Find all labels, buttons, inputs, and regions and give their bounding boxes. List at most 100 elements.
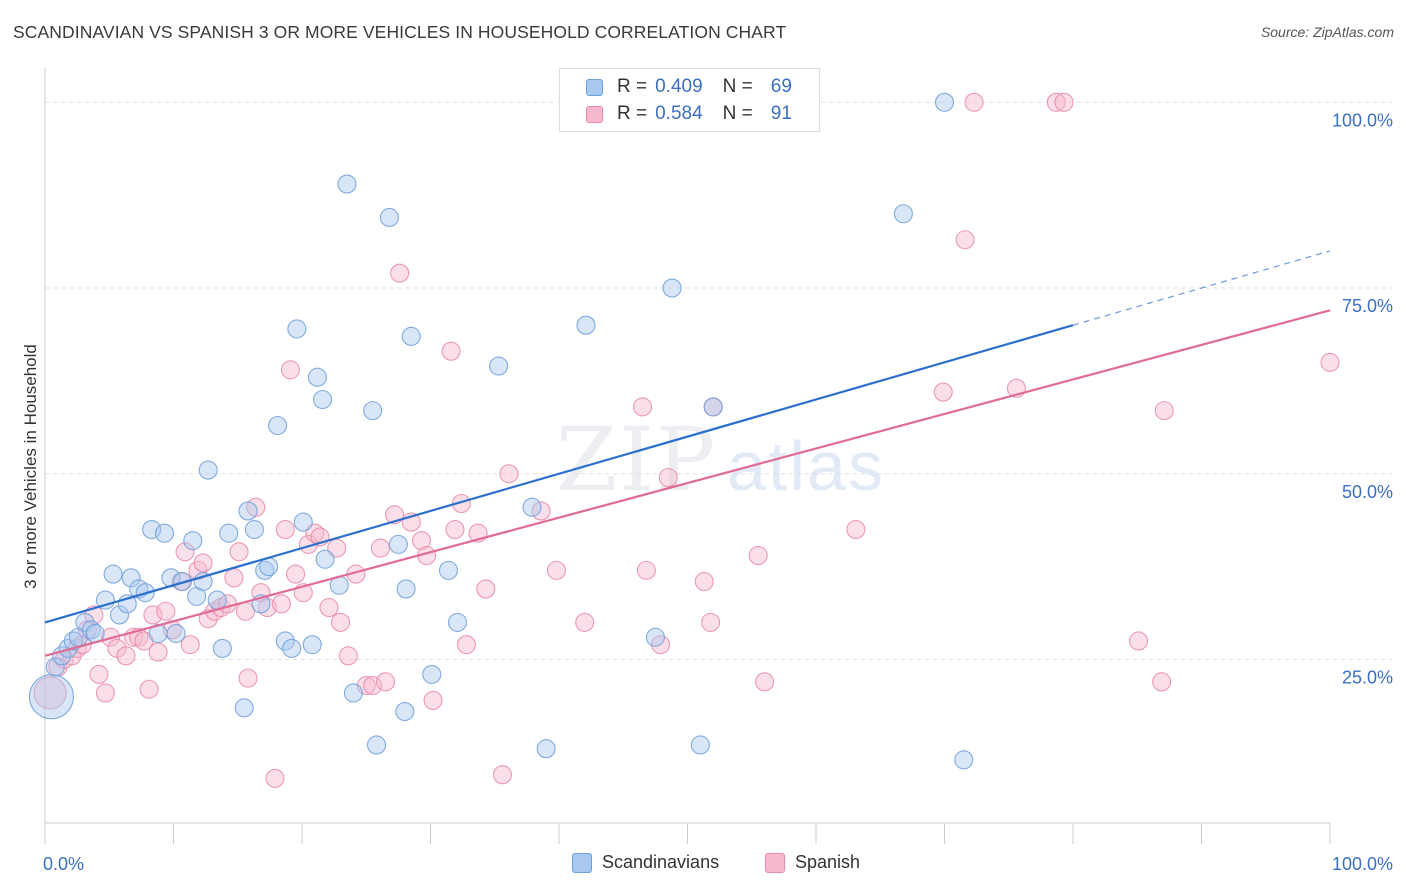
spanish-points — [33, 92, 1340, 788]
spanish-point — [658, 467, 678, 488]
axis-layer — [44, 68, 1331, 844]
spanish-point — [755, 672, 775, 692]
scandinavian-point — [489, 356, 509, 376]
scandinavians-trend-line — [44, 324, 1074, 624]
spanish-point — [370, 538, 390, 558]
spanish-point — [280, 360, 300, 380]
spanish-point — [632, 397, 653, 417]
scandinavian-point — [121, 568, 141, 588]
scandinavian-point — [302, 635, 322, 655]
scandinavian-point — [313, 389, 333, 410]
spanish-point — [143, 605, 163, 625]
correlation-legend: R = 0.409 N = 69 R = 0.584 N = 91 — [559, 68, 820, 132]
scandinavian-point — [81, 620, 101, 640]
watermark-zip: ZIP — [556, 408, 718, 511]
spanish-point — [338, 646, 358, 666]
spanish-point — [139, 679, 159, 699]
grid-layer — [45, 101, 1392, 661]
scandinavian-point — [366, 735, 387, 755]
chart-title: SCANDINAVIAN VS SPANISH 3 OR MORE VEHICL… — [13, 22, 787, 42]
spanish-point — [499, 464, 519, 484]
series-legend-scandinavians[interactable]: Scandinavians — [572, 852, 719, 873]
spanish-point — [748, 545, 768, 566]
legend-n-value: 91 — [770, 103, 792, 124]
scandinavian-point — [52, 646, 72, 666]
scandinavian-point — [28, 674, 74, 720]
scandinavian-point — [183, 531, 203, 551]
y-tick-label: 75.0% — [1342, 296, 1393, 316]
spanish-point — [319, 597, 339, 618]
scandinavian-point — [219, 523, 239, 543]
scandinavian-point — [662, 278, 682, 298]
scandinavian-point — [401, 326, 421, 346]
spanish-point — [476, 579, 496, 599]
spanish-point — [575, 612, 595, 632]
trend-layer — [44, 250, 1331, 657]
spanish-point — [694, 571, 714, 592]
scandinavian-point — [234, 698, 254, 718]
scandinavian-point — [212, 638, 232, 658]
source-label: Source: ZipAtlas.com — [1260, 24, 1394, 40]
y-tick-label: 100.0% — [1332, 110, 1393, 130]
spanish-point — [33, 676, 67, 710]
scandinavians-trend-extension — [1072, 250, 1331, 326]
legend-row-scandinavians: R = 0.409 N = 69 — [586, 75, 792, 99]
spanish-point — [257, 597, 277, 618]
scandinavian-point — [388, 534, 408, 554]
spanish-point — [330, 612, 351, 632]
series-label-spanish: Spanish — [795, 852, 861, 872]
watermark: ZIP atlas — [556, 408, 885, 511]
legend-swatch-blue — [586, 78, 603, 96]
scandinavian-point — [438, 560, 459, 580]
spanish-point — [423, 690, 443, 710]
scandinavian-point — [255, 560, 275, 580]
scandinavian-point — [576, 315, 596, 335]
scandinavian-point — [287, 319, 307, 339]
scandinavian-point — [703, 397, 723, 417]
spanish-point — [1320, 352, 1340, 372]
scandinavian-point — [315, 549, 335, 569]
spanish-point — [363, 675, 383, 696]
spanish-point — [180, 635, 200, 655]
scandinavian-point — [244, 519, 265, 540]
scandinavian-point — [45, 657, 65, 677]
spanish-point — [445, 519, 465, 540]
scandinavian-point — [934, 92, 955, 112]
spanish-point — [390, 263, 410, 283]
series-label-scandinavians: Scandinavians — [602, 852, 720, 872]
legend-r-label: R = — [617, 103, 648, 124]
spanish-point — [411, 531, 432, 551]
legend-r-value: 0.409 — [655, 76, 703, 97]
legend-r-value: 0.584 — [655, 103, 703, 124]
spanish-point — [148, 642, 168, 662]
scandinavian-point — [337, 174, 357, 194]
spanish-point — [1054, 92, 1074, 112]
series-legend: Scandinavians Spanish — [0, 852, 1406, 878]
legend-row-spanish: R = 0.584 N = 91 — [586, 102, 792, 126]
spanish-point — [229, 542, 249, 562]
spanish-point — [89, 664, 109, 684]
scandinavian-point — [63, 631, 83, 651]
series-swatch-blue — [572, 852, 592, 873]
scandinavian-point — [109, 605, 130, 625]
spanish-point — [193, 553, 213, 573]
spanish-point — [846, 519, 866, 540]
x-tick-label: 100.0% — [1332, 854, 1393, 874]
scandinavian-point — [154, 523, 175, 543]
series-legend-spanish[interactable]: Spanish — [765, 852, 860, 873]
scandinavian-point — [207, 590, 227, 610]
spanish-point — [964, 92, 984, 112]
spanish-point — [1128, 631, 1149, 651]
legend-r-label: R = — [617, 76, 648, 97]
x-tick-label: 0.0% — [43, 854, 84, 874]
scandinavian-point — [307, 367, 327, 387]
scandinavian-point — [238, 501, 258, 521]
spanish-point — [1154, 401, 1174, 421]
y-tick-label: 50.0% — [1342, 482, 1393, 502]
scandinavian-point — [275, 631, 295, 651]
spanish-point — [175, 542, 195, 562]
scandinavian-point — [447, 612, 468, 632]
scandinavian-point — [142, 519, 162, 540]
scandinavian-point — [396, 579, 416, 599]
